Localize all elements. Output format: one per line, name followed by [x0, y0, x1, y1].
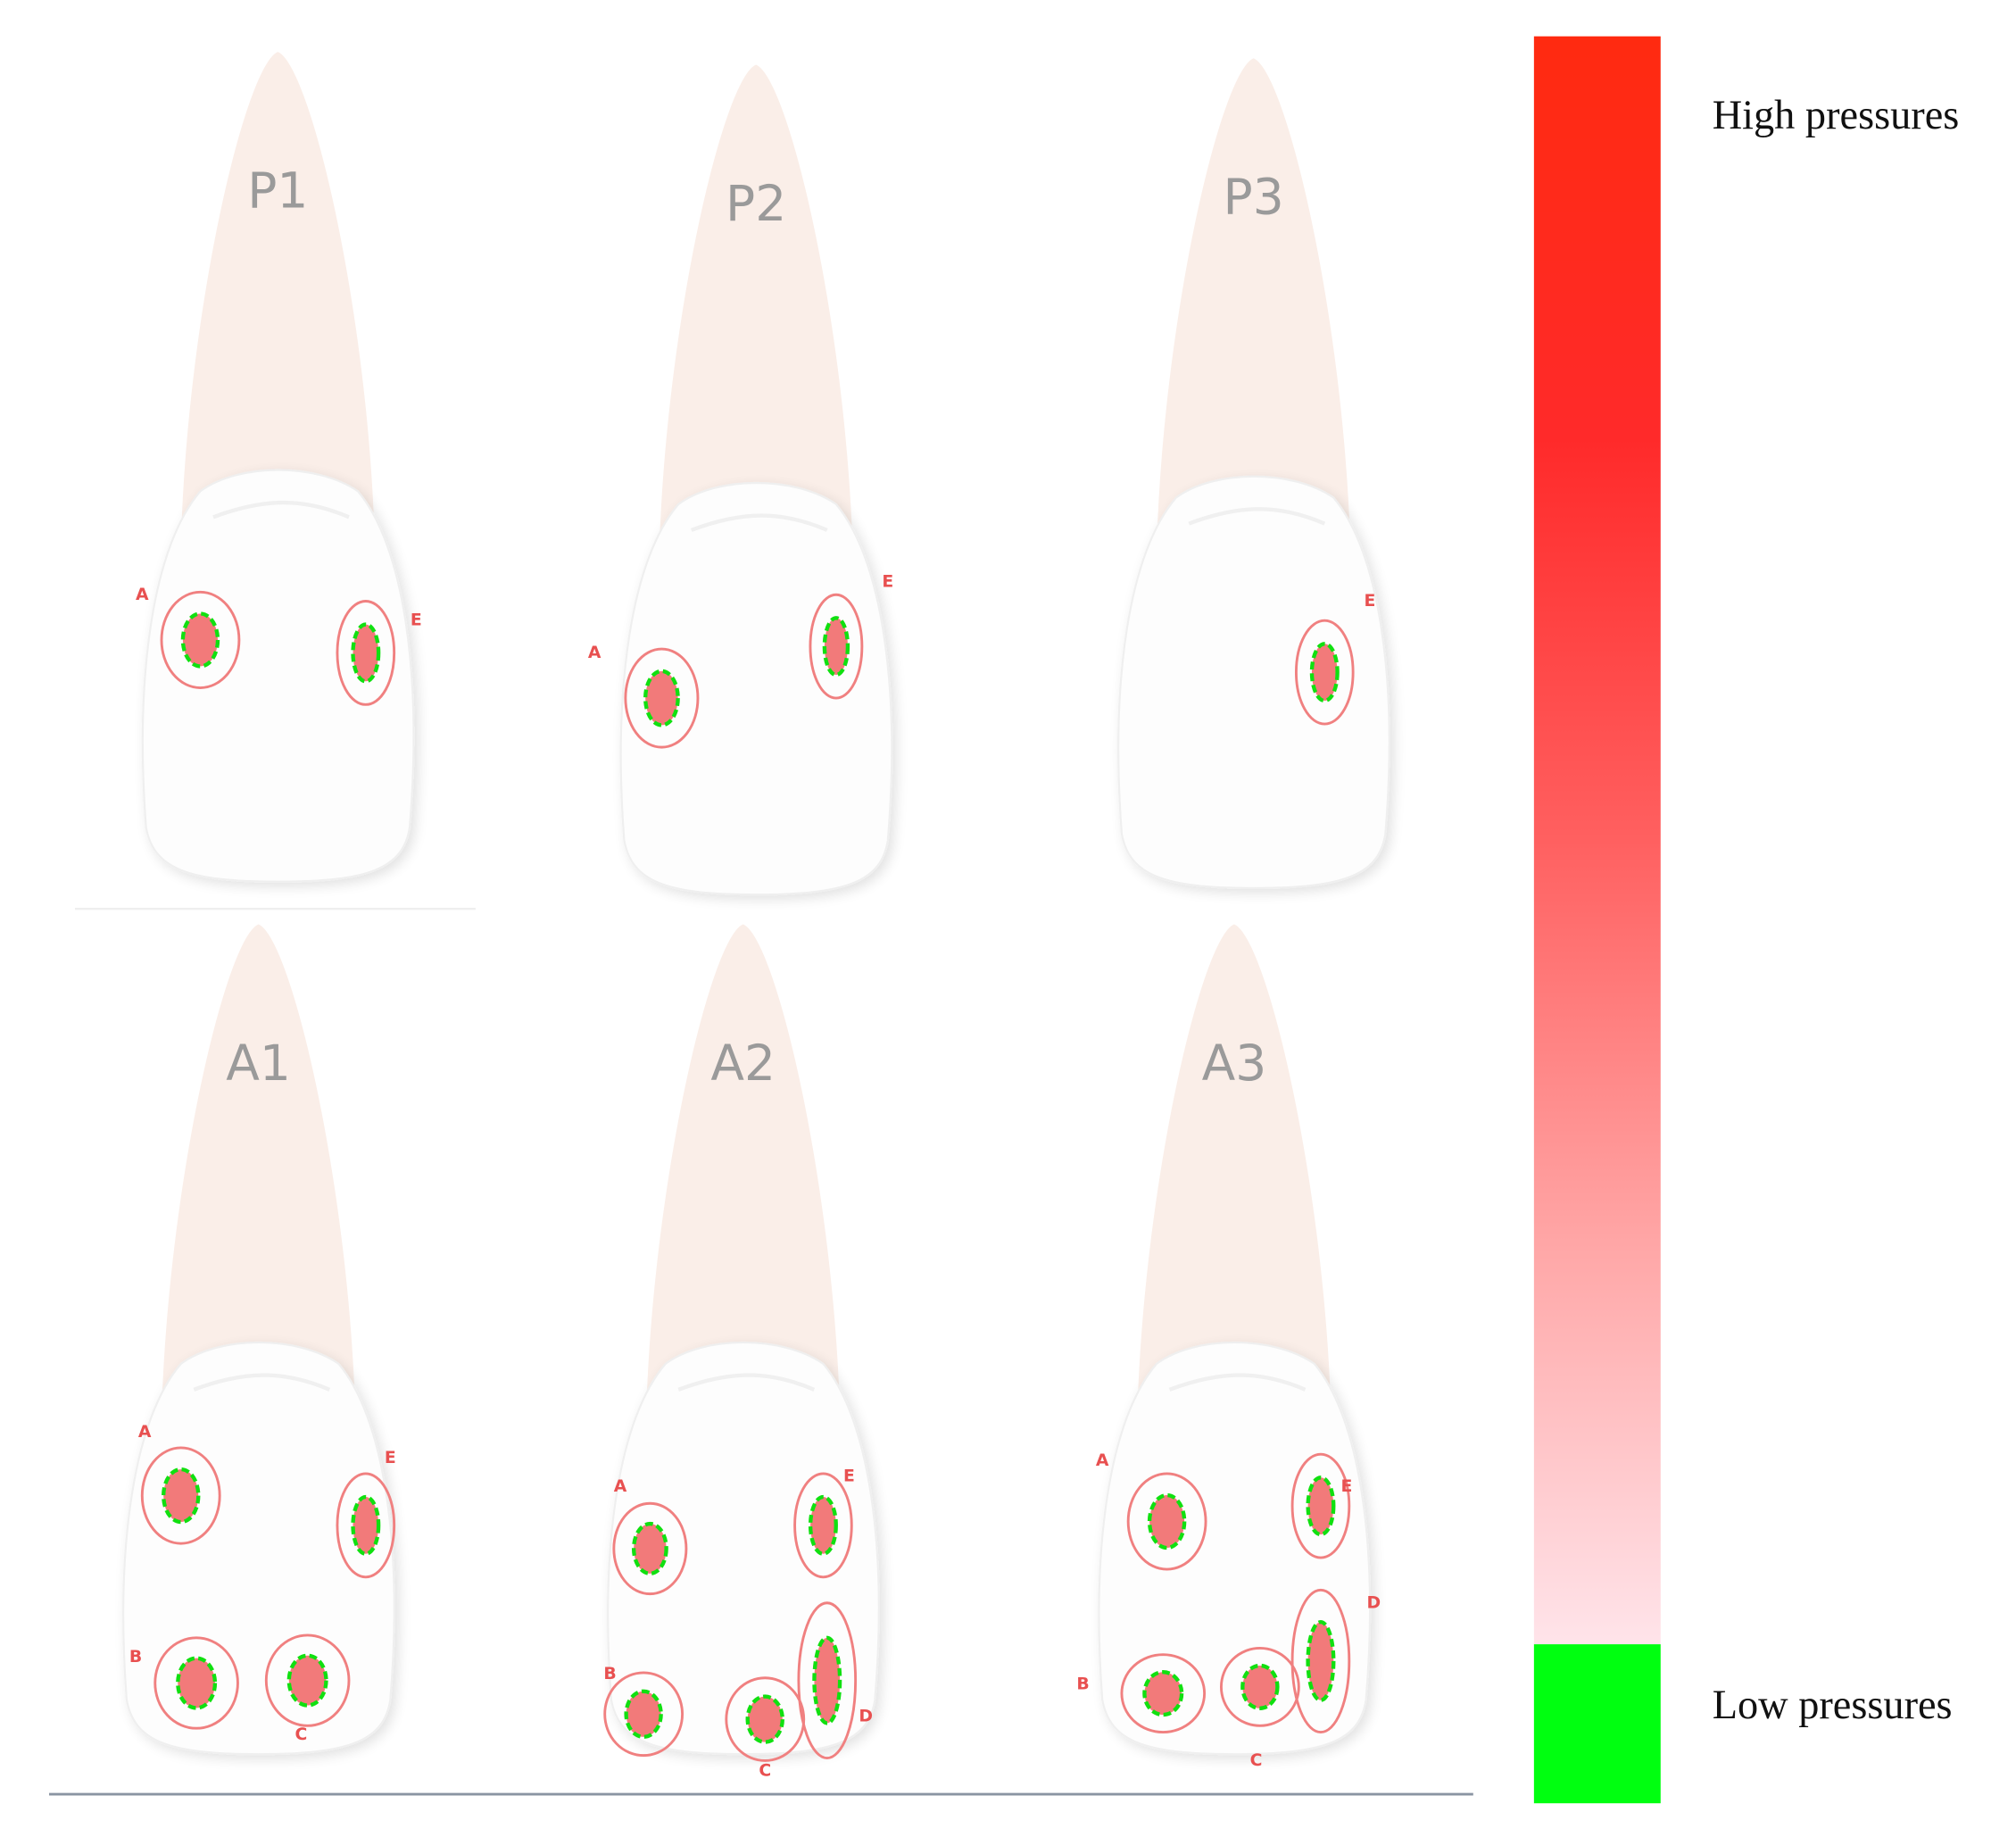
pressure-spot: [822, 616, 850, 677]
crown-ridge: [677, 1373, 816, 1392]
pressure-spot: [812, 1635, 842, 1725]
pressure-spot: [286, 1653, 328, 1708]
crown-ridge: [1188, 507, 1326, 526]
pressure-spot: [643, 669, 680, 727]
region-letter: E: [1365, 592, 1376, 611]
tooth-root: [162, 924, 356, 1416]
region-outline: [603, 1671, 684, 1758]
legend-low: Low pressures: [1713, 1683, 1953, 1728]
region-letter: C: [295, 1725, 307, 1744]
tooth-root: [180, 52, 375, 544]
crown-ridge: [193, 1373, 331, 1392]
region-outline: [160, 590, 241, 689]
region-letter: D: [1366, 1593, 1381, 1612]
panel-label: P3: [1224, 169, 1284, 226]
pressure-spot: [162, 1467, 201, 1525]
region-outline: [624, 647, 700, 749]
region-letter: E: [882, 572, 893, 591]
tooth-panel: [122, 924, 395, 1756]
pressure-spot: [1240, 1663, 1280, 1710]
region-letter: A: [588, 644, 601, 662]
region-letter: B: [603, 1665, 616, 1683]
region-outline: [1290, 1452, 1351, 1559]
region-outline: [1290, 1588, 1351, 1734]
pressure-spot: [1306, 1619, 1336, 1702]
pressure-spot: [351, 622, 381, 684]
region-outline: [264, 1633, 351, 1727]
crown-ridge: [212, 501, 350, 520]
region-outline: [1219, 1646, 1300, 1727]
pressure-spot: [180, 611, 220, 669]
tooth-crown: [141, 469, 415, 883]
region-letter: D: [859, 1708, 873, 1726]
region-letter: A: [138, 1423, 152, 1442]
region-letter: B: [1076, 1675, 1089, 1693]
tooth-crown: [122, 1341, 395, 1756]
tooth-crown: [619, 482, 893, 896]
pressure-spot: [631, 1521, 668, 1575]
legend-high: High pressures: [1713, 93, 1960, 138]
pressure-spot: [351, 1494, 381, 1556]
crown-ridge: [690, 513, 828, 532]
tooth-root: [1157, 58, 1351, 550]
tooth-panel: [1117, 58, 1390, 890]
panel-label: P1: [247, 162, 308, 219]
region-outline: [336, 1472, 396, 1579]
pressure-spot: [1142, 1670, 1184, 1717]
tooth-panel: [607, 924, 880, 1756]
region-outline: [153, 1636, 239, 1730]
pressure-spot: [1147, 1492, 1187, 1550]
tooth-crown: [1098, 1341, 1372, 1756]
tooth-root: [1137, 924, 1332, 1416]
region-letter: C: [1250, 1751, 1263, 1770]
pressure-spot: [176, 1656, 218, 1710]
region-outline: [797, 1601, 858, 1759]
tooth-panel: [1098, 924, 1372, 1756]
region-outline: [140, 1446, 221, 1545]
region-outline: [336, 600, 396, 706]
region-outline: [612, 1501, 688, 1596]
region-letter: A: [614, 1477, 627, 1496]
region-letter: E: [843, 1467, 855, 1485]
pressure-spot: [1306, 1475, 1336, 1537]
pressure-spot: [808, 1494, 838, 1556]
pressure-spot: [624, 1689, 663, 1739]
pressure-spot: [745, 1694, 784, 1744]
tooth-root: [646, 924, 841, 1416]
crown-ridge: [1168, 1373, 1307, 1392]
region-letter: B: [129, 1648, 142, 1667]
teeth: P1 A E P2 A E P3 E A1 A E B C A2 A E B C D A3 A E B C D: [122, 52, 1390, 1781]
panel-label: P2: [726, 175, 786, 232]
region-outline: [1294, 619, 1355, 726]
pressure-spot: [1309, 642, 1340, 703]
panel-label: A3: [1202, 1035, 1267, 1092]
region-outline: [1120, 1653, 1207, 1734]
region-letter: E: [385, 1449, 396, 1467]
panel-label: A2: [710, 1035, 776, 1092]
region-letter: A: [1096, 1451, 1109, 1470]
region-letter: E: [411, 611, 422, 630]
tooth-root: [659, 64, 853, 556]
region-letter: C: [759, 1762, 771, 1781]
tooth-panel: [619, 64, 893, 896]
pressure-scale: [1533, 36, 1661, 1645]
region-outline: [725, 1676, 806, 1762]
panel-label: A1: [226, 1035, 291, 1092]
region-outline: [1126, 1472, 1207, 1571]
region-outline: [809, 593, 864, 700]
tooth-panel: [141, 52, 415, 883]
tooth-crown: [1117, 475, 1390, 890]
region-outline: [793, 1472, 853, 1579]
region-letter: A: [136, 586, 149, 604]
region-letter: E: [1340, 1477, 1352, 1496]
low-pressure-swatch: [1533, 1644, 1661, 1804]
